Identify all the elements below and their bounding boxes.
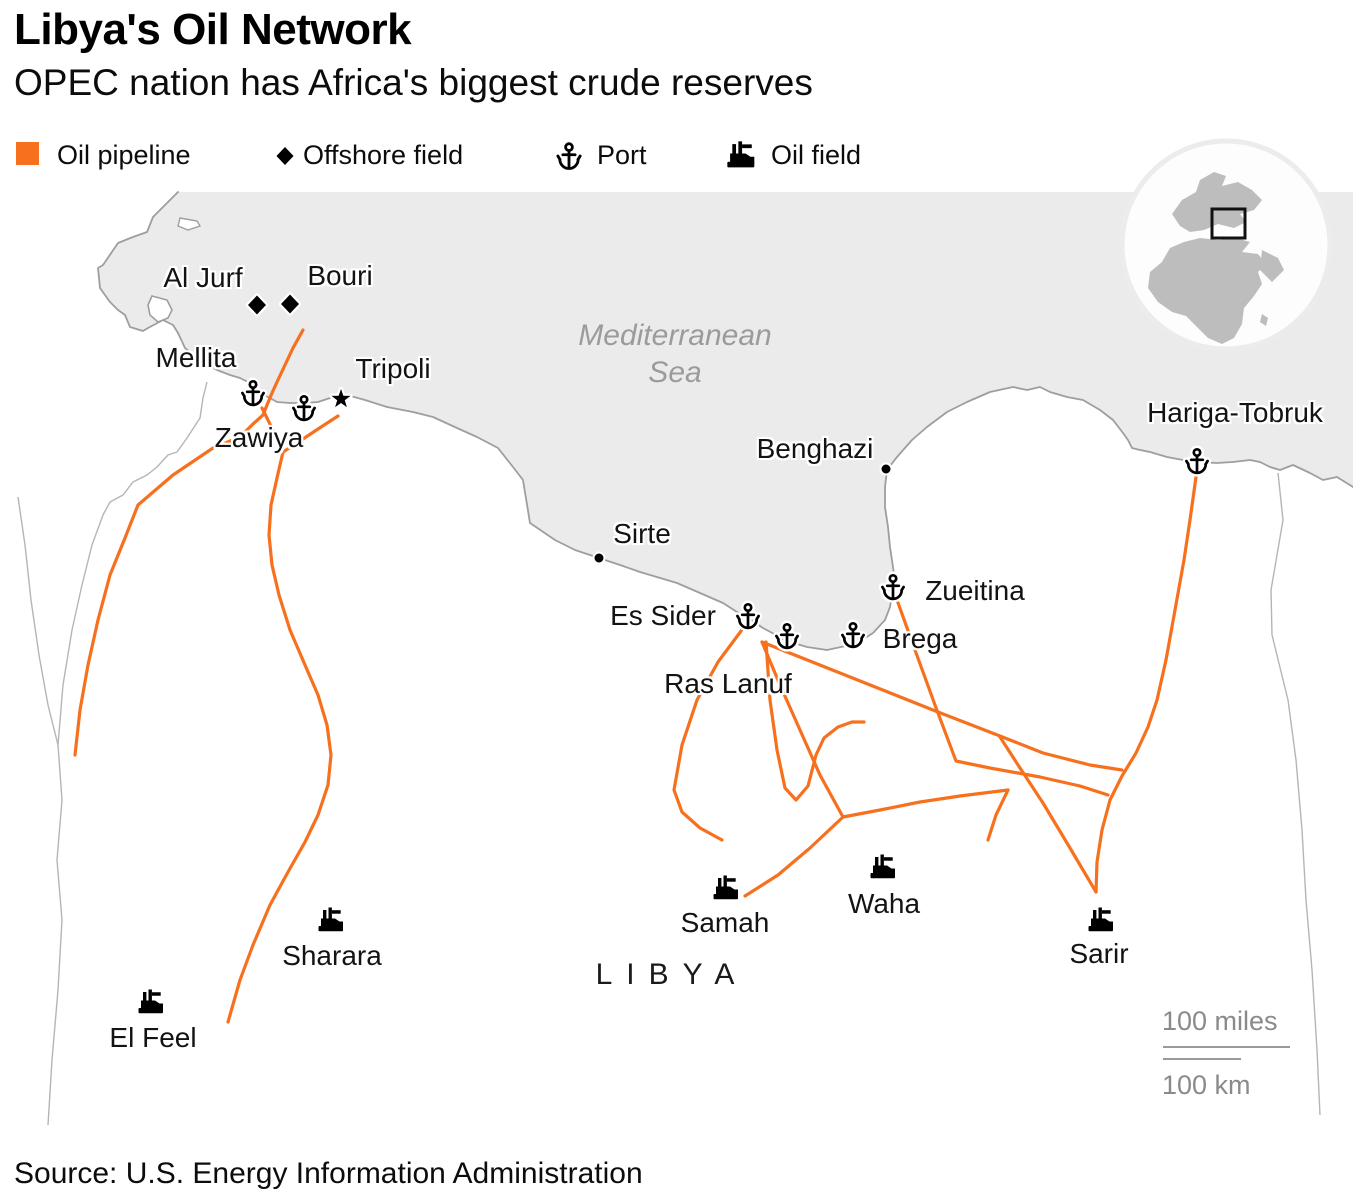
offshore-field-diamond-icon [276, 146, 294, 166]
border-algeria-libya-south [47, 744, 63, 1126]
oil-field-marker-waha [871, 855, 896, 879]
border-egypt [1270, 472, 1321, 1116]
pipeline-hariga-sarir [1094, 475, 1198, 894]
pipeline-samah-junction [743, 815, 845, 898]
pipeline-waha-spur [986, 788, 1010, 842]
pipeline-sarir-northwest [998, 735, 1098, 894]
globe-arabia [1260, 250, 1284, 282]
globe-inset [1119, 138, 1333, 352]
islet [177, 217, 202, 231]
globe-africa [1148, 238, 1266, 344]
pipeline-zawiya-el-feel [226, 406, 333, 1024]
country-borders [17, 381, 1321, 1126]
oil-pipelines [73, 328, 1198, 1024]
oil-field-marker-sarir [1089, 908, 1114, 932]
legend-icons [16, 141, 755, 170]
border-tunisia-libya [57, 381, 208, 746]
pipeline-tripoli-spur [281, 414, 340, 454]
pipeline-ras-lanuf-junction [760, 640, 845, 819]
pipeline-zueitina-south [895, 598, 1110, 797]
city-dot-sirte [592, 551, 606, 565]
pipeline-junction-east [841, 788, 1010, 819]
coastline [97, 191, 1353, 651]
globe-europe [1172, 172, 1262, 232]
pipeline-ras-lanuf-loop-spur [764, 640, 866, 802]
globe-madagascar [1260, 314, 1268, 326]
pipeline-offshore-zawiya-west [73, 328, 305, 757]
port-anchor-icon [556, 142, 582, 170]
oil-field-factory-icon [727, 141, 755, 168]
oil-field-marker-sharara [319, 908, 344, 932]
city-dot-benghazi [879, 462, 893, 476]
map-markers [139, 295, 1208, 1014]
pipeline-ras-lanuf-east [760, 640, 1124, 772]
oil-field-marker-el-feel [139, 990, 164, 1014]
globe-libya-locator-rect [1210, 207, 1247, 240]
island-djerba [147, 295, 173, 323]
oil-field-marker-samah [714, 876, 739, 900]
globe-continents [1148, 172, 1284, 344]
pipeline-es-sider-south [672, 625, 746, 842]
border-algeria [17, 496, 59, 746]
mediterranean-sea-area [97, 191, 1353, 651]
pipeline-swatch-icon [16, 142, 39, 165]
